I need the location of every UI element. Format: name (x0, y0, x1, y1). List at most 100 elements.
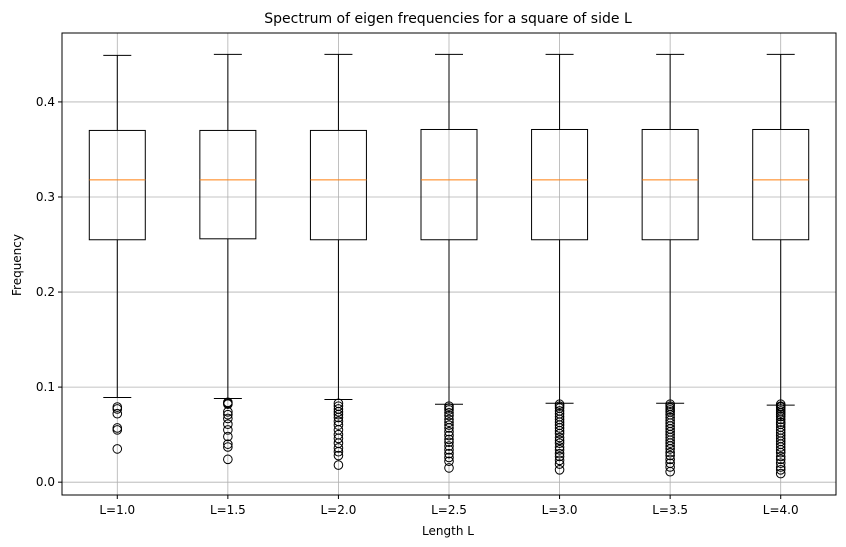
outlier-point (554, 435, 565, 446)
outlier-point (554, 445, 565, 455)
outlier-point (112, 404, 123, 414)
outlier-point (444, 448, 454, 459)
box-iqr (88, 129, 146, 241)
box-iqr (199, 129, 257, 240)
outlier-point (223, 409, 233, 420)
outlier-point (665, 462, 675, 472)
outlier-point (775, 411, 786, 422)
outlier-point (444, 423, 454, 433)
box-group (309, 53, 367, 470)
x-tick-label: L=3.0 (542, 503, 578, 517)
outlier-point (444, 441, 454, 451)
box-iqr (531, 128, 589, 241)
x-axis-label: Length L (422, 524, 474, 538)
outlier-point (554, 438, 565, 448)
x-tick-label: L=1.5 (210, 503, 246, 517)
outlier-point (665, 454, 675, 465)
outlier-point (554, 432, 565, 443)
outlier-point (665, 438, 675, 448)
outlier-point (554, 428, 565, 439)
outlier-point (444, 430, 454, 441)
outlier-point (775, 414, 786, 425)
outlier-point (223, 431, 233, 442)
outlier-point (775, 468, 786, 479)
outlier-point (223, 407, 233, 417)
outlier-point (333, 420, 344, 430)
chart-title: Spectrum of eigen frequencies for a squa… (264, 11, 632, 27)
outlier-point (665, 444, 675, 454)
outlier-point (444, 463, 454, 473)
outlier-point (333, 409, 344, 420)
outlier-point (775, 445, 786, 455)
box-group (199, 53, 257, 465)
outlier-point (775, 447, 786, 458)
box-group (531, 53, 589, 475)
outlier-point (223, 413, 233, 424)
x-tick-label: L=2.0 (321, 503, 357, 517)
outlier-point (112, 444, 123, 454)
outlier-point (333, 407, 344, 417)
outlier-point (775, 454, 786, 465)
outlier-point (665, 450, 675, 461)
x-tick-label: L=3.5 (652, 503, 688, 517)
box-group (752, 53, 810, 479)
x-axis-ticks: L=1.0 L=1.5 L=2.0 L=2.5 L=3.0 L=3.5 L=4.0 (99, 495, 799, 517)
outlier-point (444, 417, 454, 428)
outlier-point (444, 445, 454, 455)
outlier-point (223, 442, 233, 452)
outlier-point (333, 433, 344, 444)
outlier-point (554, 423, 565, 433)
y-axis-label: Frequency (10, 234, 24, 296)
outlier-point (444, 426, 454, 437)
box-iqr (752, 128, 810, 241)
y-tick-label: 0.0 (36, 475, 55, 489)
outlier-point (333, 443, 344, 453)
outlier-point (444, 437, 454, 448)
outlier-point (554, 459, 565, 469)
y-tick-label: 0.1 (36, 380, 55, 394)
outlier-point (223, 399, 233, 410)
box-series (88, 53, 810, 479)
outlier-point (444, 456, 454, 467)
box-group (641, 53, 699, 477)
box-group (420, 53, 478, 473)
outlier-point (444, 405, 454, 415)
outlier-point (112, 425, 123, 435)
outlier-point (554, 426, 565, 436)
outlier-point (554, 451, 565, 462)
outlier-point (223, 454, 233, 465)
y-axis-ticks: 0.0 0.1 0.2 0.3 0.4 (36, 95, 62, 489)
outlier-point (775, 462, 786, 472)
outlier-point (665, 466, 675, 477)
outlier-point (223, 419, 233, 429)
outlier-point (444, 420, 454, 430)
box-iqr (420, 128, 478, 241)
outlier-point (775, 451, 786, 462)
outlier-point (333, 446, 344, 457)
outlier-point (775, 458, 786, 468)
outlier-point (554, 442, 565, 452)
outlier-point (333, 460, 344, 470)
outlier-point (775, 465, 786, 475)
outlier-point (223, 439, 233, 449)
y-tick-label: 0.4 (36, 95, 55, 109)
outlier-point (444, 410, 454, 421)
outlier-point (333, 412, 344, 423)
outlier-point (554, 448, 565, 459)
box-iqr (309, 129, 367, 241)
y-tick-label: 0.2 (36, 285, 55, 299)
outlier-point (112, 408, 123, 419)
outlier-point (554, 465, 565, 475)
outlier-point (775, 442, 786, 452)
outlier-point (333, 450, 344, 461)
outlier-point (554, 455, 565, 466)
x-tick-label: L=4.0 (763, 503, 799, 517)
box-group (88, 54, 146, 454)
x-tick-label: L=2.5 (431, 503, 467, 517)
x-tick-label: L=1.0 (99, 503, 135, 517)
outlier-point (444, 434, 454, 445)
outlier-point (444, 407, 454, 418)
box-iqr (641, 128, 699, 241)
outlier-point (665, 441, 675, 451)
